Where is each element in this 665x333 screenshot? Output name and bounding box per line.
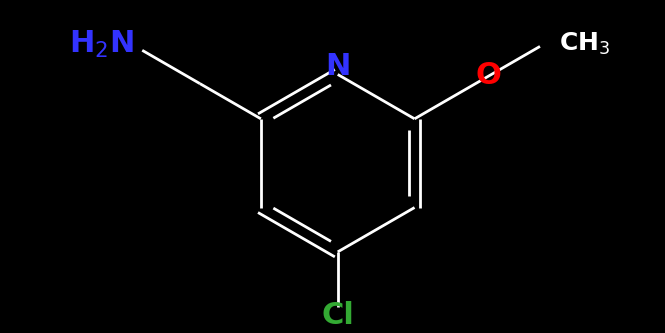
Text: O: O	[475, 61, 501, 90]
Text: H$_2$N: H$_2$N	[69, 29, 134, 60]
Text: CH$_3$: CH$_3$	[559, 31, 610, 57]
Text: Cl: Cl	[321, 301, 354, 330]
Text: N: N	[325, 52, 350, 81]
